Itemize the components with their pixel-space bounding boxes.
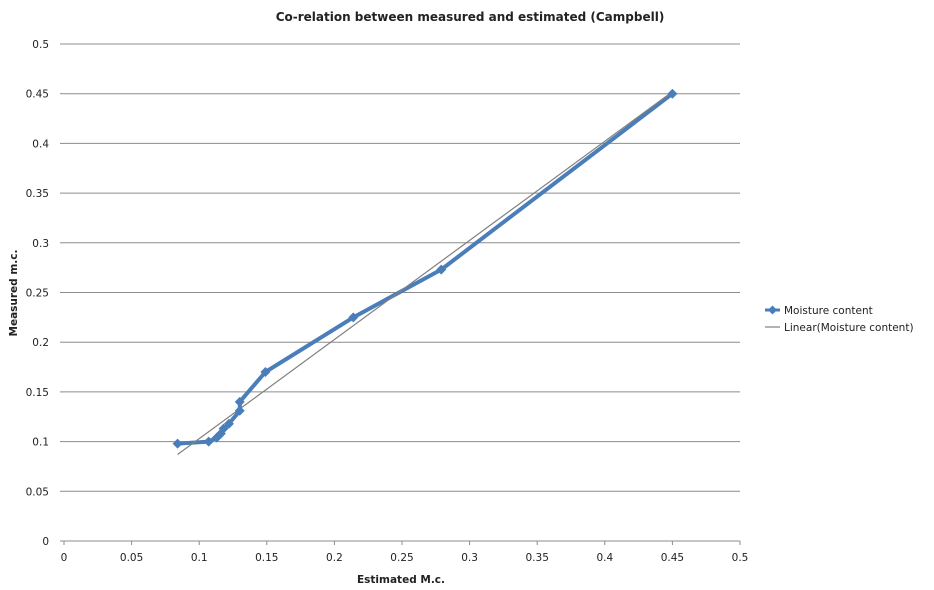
- gridlines: [64, 43, 740, 492]
- x-tick-label: 0.4: [596, 552, 613, 564]
- data-point-marker: [223, 418, 234, 429]
- y-tick-label: 0.2: [32, 337, 49, 349]
- plot-series: [172, 88, 678, 456]
- y-tick-label: 0.25: [26, 288, 49, 300]
- chart-title: Co-relation between measured and estimat…: [276, 10, 665, 24]
- data-point-marker: [436, 264, 447, 275]
- data-point-marker: [203, 436, 214, 447]
- legend-marker-moisture-content: [768, 305, 777, 315]
- y-tick-label: 0: [42, 536, 49, 548]
- y-axis-ticks: 0 0.05 0.1 0.15 0.2 0.25 0.3 0.35 0.4 0.45 0.5: [26, 39, 64, 548]
- x-axis-title: Estimated M.c.: [357, 574, 445, 586]
- x-tick-label: 0.25: [390, 552, 413, 564]
- legend-label-moisture-content: Moisture content: [784, 305, 873, 317]
- x-tick-label: 0.1: [191, 552, 208, 564]
- x-tick-label: 0.5: [732, 552, 749, 564]
- y-tick-label: 0.3: [32, 238, 49, 250]
- x-tick-label: 0.2: [326, 552, 343, 564]
- y-tick-label: 0.45: [26, 89, 49, 101]
- x-axis-ticks: 0 0.05 0.1 0.15 0.2 0.25 0.3 0.35 0.4 0.45 0.5: [61, 541, 749, 564]
- x-tick-label: 0.15: [255, 552, 278, 564]
- x-tick-label: 0.35: [526, 552, 549, 564]
- data-point-marker: [234, 405, 245, 416]
- y-tick-label: 0.05: [26, 486, 49, 498]
- y-tick-label: 0.1: [32, 437, 49, 449]
- data-point-marker: [260, 367, 271, 378]
- x-tick-label: 0.3: [461, 552, 478, 564]
- legend: Moisture content Linear(Moisture content…: [765, 305, 914, 334]
- y-axis-title: Measured m.c.: [8, 250, 20, 337]
- data-point-marker: [172, 438, 183, 449]
- data-point-marker: [218, 423, 229, 434]
- y-tick-label: 0.4: [32, 138, 49, 150]
- data-point-marker: [348, 312, 359, 323]
- x-tick-label: 0.05: [120, 552, 143, 564]
- y-tick-label: 0.35: [26, 188, 49, 200]
- trendline-linear: [177, 91, 673, 456]
- y-tick-label: 0.15: [26, 387, 49, 399]
- x-tick-label: 0: [61, 552, 68, 564]
- legend-label-linear-trendline: Linear(Moisture content): [784, 322, 914, 334]
- data-point-marker: [234, 396, 245, 407]
- data-point-marker: [667, 88, 678, 99]
- y-tick-label: 0.5: [32, 39, 49, 51]
- x-tick-label: 0.45: [661, 552, 684, 564]
